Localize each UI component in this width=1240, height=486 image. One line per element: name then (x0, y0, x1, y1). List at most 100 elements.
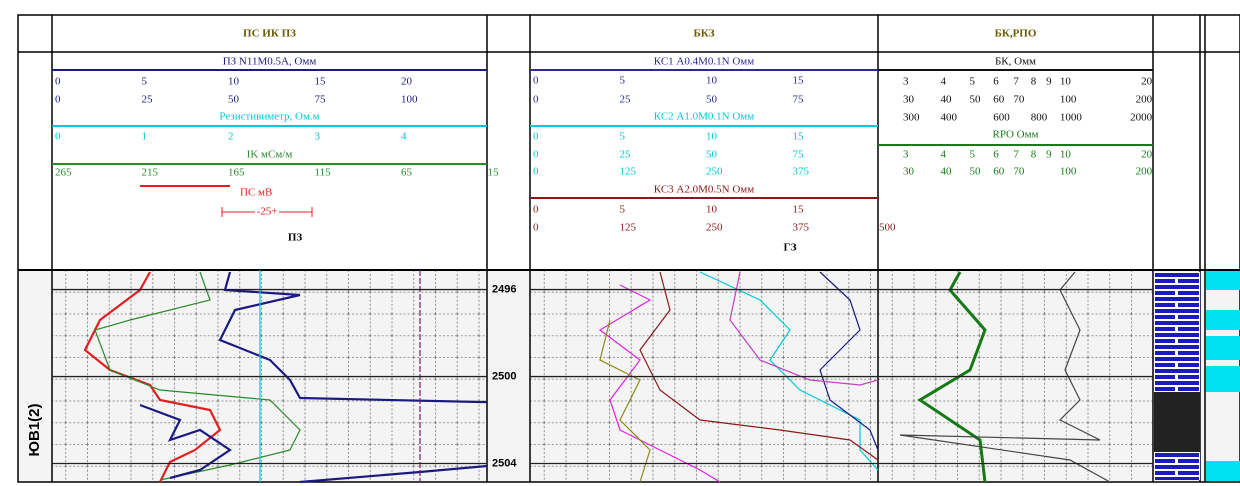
scale-label: 10 (706, 204, 718, 216)
scale-label: 100 (1060, 94, 1077, 106)
scale-label: 400 (940, 112, 957, 124)
scale-label: 5 (970, 149, 976, 161)
scale-label: 375 (793, 222, 810, 234)
scale-label: 2000 (1130, 112, 1153, 124)
scale-label: 10 (706, 75, 718, 87)
scale-label: 50 (706, 149, 718, 161)
track-title: БК,РПО (995, 28, 1037, 40)
scale-label: 5 (620, 204, 626, 216)
scale-label: 8 (1031, 149, 1037, 161)
scale-label: 115 (315, 167, 332, 179)
depth-label: 2496 (492, 283, 516, 295)
scale-label: 100 (401, 94, 418, 106)
scale-label: 50 (706, 94, 718, 106)
scale-label: 7 (1013, 76, 1019, 88)
frame (17, 14, 1240, 483)
scale-label: 0 (533, 204, 539, 216)
scale-label: 20 (1141, 149, 1153, 161)
scale-label: 250 (706, 166, 723, 178)
lithology-limestone (1154, 272, 1200, 392)
scale-label: 250 (706, 222, 723, 234)
scale-label: 65 (401, 167, 413, 179)
scale-label: 800 (1031, 112, 1048, 124)
scale-label: 0 (533, 131, 539, 143)
scale-label: 265 (55, 167, 72, 179)
scale-label: 50 (970, 166, 982, 178)
scale-label: 10 (228, 76, 240, 88)
scale-label: 30 (903, 166, 915, 178)
scale-label: 9 (1046, 149, 1052, 161)
track-footer: ПЗ (288, 232, 303, 244)
curve-name: КС1 A0.4M0.1N Омм (654, 56, 754, 68)
scale-label: 5 (970, 76, 976, 88)
curve-name: ПЗ N11M0.5A, Омм (223, 56, 317, 68)
scale-label: 7 (1013, 149, 1019, 161)
curve-name: RPO Омм (992, 129, 1038, 141)
scale-label: 300 (903, 112, 920, 124)
lithology-shale (1154, 392, 1200, 452)
scale-label: 70 (1013, 94, 1025, 106)
curve-name: КС3 A2.0M0.5N Омм (654, 184, 754, 196)
scale-label: 1000 (1060, 112, 1083, 124)
scale-label: 20 (401, 76, 413, 88)
scale-label: 25 (620, 94, 632, 106)
scale-label: 200 (1136, 94, 1153, 106)
scale-label: 75 (793, 94, 805, 106)
scale-label: 10 (1060, 149, 1072, 161)
scale-label: 375 (793, 166, 810, 178)
scale-label: 125 (620, 166, 637, 178)
scale-label: 1 (142, 131, 148, 143)
scale-label: 60 (993, 166, 1005, 178)
scale-label: 0 (533, 75, 539, 87)
scale-label: 50 (228, 94, 240, 106)
scale-label: 15 (793, 204, 805, 216)
scale-label: 75 (315, 94, 327, 106)
scale-label: 0 (55, 76, 61, 88)
span-label: -25+ (257, 206, 278, 218)
scale-label: 10 (706, 131, 718, 143)
scale-label: 125 (620, 222, 637, 234)
scale-label: 60 (993, 94, 1005, 106)
scale-label: 4 (940, 76, 946, 88)
curve-name: КС2 A1.0M0.1N Омм (654, 111, 754, 123)
zone-label: ЮВ1(2) (26, 404, 43, 457)
scale-label: 25 (142, 94, 154, 106)
depth-label: 2504 (492, 457, 517, 469)
track-title: БКЗ (693, 28, 714, 40)
depth-label: 2500 (492, 370, 516, 382)
scale-label: 200 (1136, 166, 1153, 178)
scale-label: 4 (401, 131, 407, 143)
scale-label: 3 (315, 131, 321, 143)
scale-label: 0 (533, 149, 539, 161)
scale-label: 3 (903, 149, 909, 161)
scale-label: 50 (970, 94, 982, 106)
scale-label: 75 (793, 149, 805, 161)
curve-name: Резистивиметр, Ом.м (219, 111, 319, 123)
scale-label: 2 (228, 131, 234, 143)
scale-label: 6 (993, 76, 999, 88)
scale-label: 15 (488, 167, 500, 179)
scale-label: 9 (1046, 76, 1052, 88)
scale-label: 0 (533, 222, 539, 234)
saturation-column (1206, 271, 1240, 481)
scale-label: 0 (55, 131, 61, 143)
scale-label: 165 (228, 167, 245, 179)
scale-label: 6 (993, 149, 999, 161)
curve-name: ПС мВ (240, 187, 272, 199)
curve-name: IK мСм/м (247, 149, 293, 161)
scale-label: 0 (533, 166, 539, 178)
scale-label: 20 (1141, 76, 1153, 88)
scale-label: 600 (993, 112, 1010, 124)
track-footer: ГЗ (783, 242, 796, 254)
scale-label: 30 (903, 94, 915, 106)
scale-label: 10 (1060, 76, 1072, 88)
scale-label: 0 (55, 94, 61, 106)
scale-label: 4 (940, 149, 946, 161)
scale-label: 15 (793, 75, 805, 87)
scale-label: 15 (793, 131, 805, 143)
scale-label: 40 (940, 94, 952, 106)
scale-label: 5 (142, 76, 148, 88)
scale-label: 0 (533, 94, 539, 106)
scale-label: 5 (620, 75, 626, 87)
